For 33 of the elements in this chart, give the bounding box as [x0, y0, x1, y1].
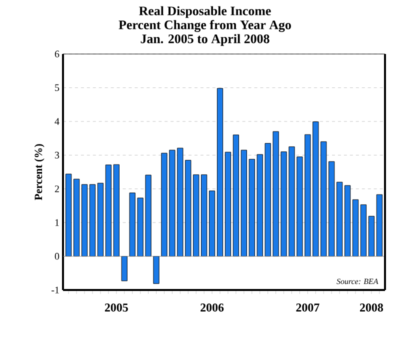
- bar: [224, 152, 232, 257]
- y-tick-label: 1: [55, 219, 59, 226]
- bar: [81, 184, 88, 257]
- y-tick-label: 3: [54, 152, 60, 158]
- bar: [208, 190, 216, 257]
- bar: [216, 88, 224, 257]
- x-tick-label: 2006: [200, 304, 224, 312]
- y-tick-label: -1: [52, 286, 59, 294]
- bar: [232, 134, 240, 257]
- y-tick-label: 4: [54, 118, 60, 125]
- bar: [360, 204, 367, 257]
- bar: [113, 164, 120, 257]
- bar: [240, 150, 247, 257]
- x-tick-label: 2008: [360, 304, 384, 312]
- bar: [74, 178, 80, 257]
- bar: [105, 164, 112, 257]
- bar: [352, 199, 359, 257]
- chart-title: Real Disposable Income Percent Change from Year Ago Jan. 2005 to April 2008: [118, 6, 291, 46]
- x-tick-label: 2005: [104, 304, 128, 312]
- bar: [97, 182, 104, 257]
- bar: [201, 174, 208, 257]
- bar: [121, 256, 128, 282]
- bar: [344, 185, 351, 257]
- y-tick-label: 6: [54, 50, 60, 58]
- bar: [153, 256, 160, 284]
- y-tick-label: 2: [54, 186, 59, 192]
- bar: [89, 184, 96, 257]
- y-axis-title: Percent (%): [34, 144, 44, 200]
- bar: [336, 182, 343, 257]
- y-tick-label: 5: [55, 84, 60, 92]
- bar: [368, 216, 375, 257]
- y-tick-label: 0: [54, 252, 60, 260]
- x-tick-label: 2007: [296, 304, 320, 312]
